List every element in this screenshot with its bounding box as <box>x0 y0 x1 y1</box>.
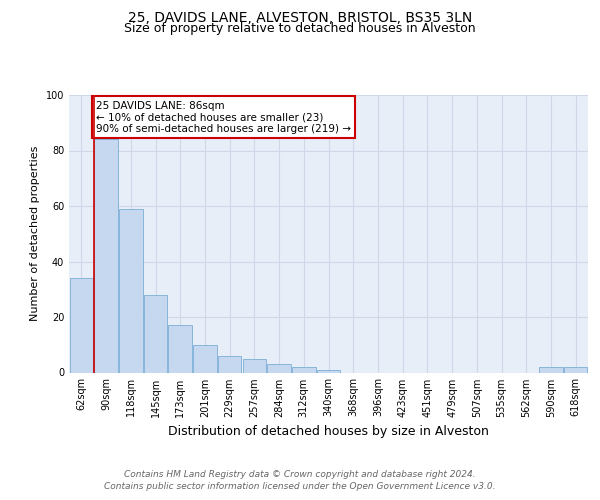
Bar <box>317 370 340 372</box>
Bar <box>242 358 266 372</box>
Bar <box>292 367 316 372</box>
Text: 25 DAVIDS LANE: 86sqm
← 10% of detached houses are smaller (23)
90% of semi-deta: 25 DAVIDS LANE: 86sqm ← 10% of detached … <box>96 100 351 134</box>
Text: Size of property relative to detached houses in Alveston: Size of property relative to detached ho… <box>124 22 476 35</box>
Bar <box>169 326 192 372</box>
X-axis label: Distribution of detached houses by size in Alveston: Distribution of detached houses by size … <box>168 425 489 438</box>
Bar <box>268 364 291 372</box>
Bar <box>564 367 587 372</box>
Bar <box>218 356 241 372</box>
Bar <box>539 367 563 372</box>
Text: Contains HM Land Registry data © Crown copyright and database right 2024.
Contai: Contains HM Land Registry data © Crown c… <box>104 470 496 491</box>
Y-axis label: Number of detached properties: Number of detached properties <box>30 146 40 322</box>
Bar <box>94 140 118 372</box>
Bar <box>144 295 167 372</box>
Bar <box>193 345 217 372</box>
Text: 25, DAVIDS LANE, ALVESTON, BRISTOL, BS35 3LN: 25, DAVIDS LANE, ALVESTON, BRISTOL, BS35… <box>128 11 472 25</box>
Bar <box>70 278 93 372</box>
Bar <box>119 209 143 372</box>
